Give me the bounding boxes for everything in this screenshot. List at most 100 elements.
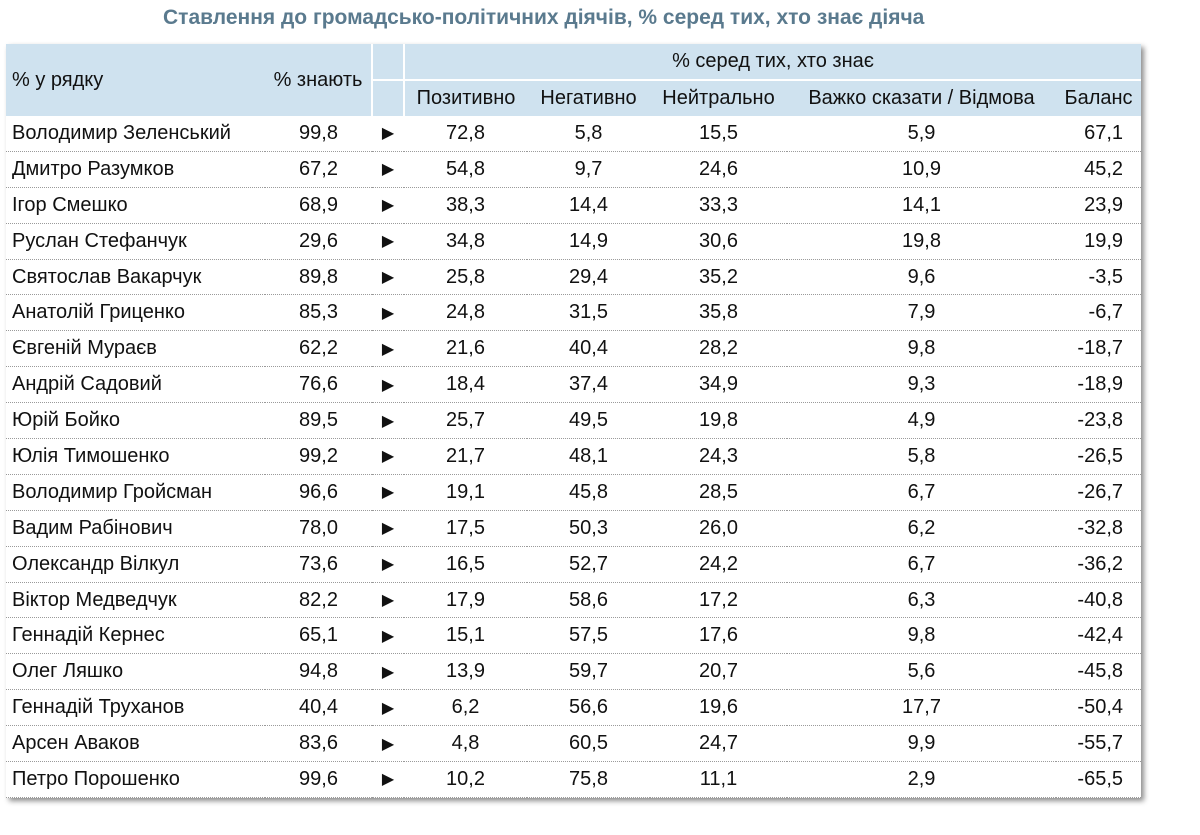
neutral-cell: 20,7 (650, 653, 787, 691)
arrow-icon: ▶ (372, 725, 404, 763)
person-name-cell: Святослав Вакарчук (6, 259, 265, 296)
hard-to-say-cell: 5,9 (787, 116, 1056, 152)
negative-cell: 58,6 (527, 582, 650, 619)
balance-cell: 23,9 (1056, 187, 1142, 224)
neutral-cell: 11,1 (650, 761, 787, 798)
balance-cell: -50,4 (1056, 689, 1142, 727)
arrow-icon: ▶ (372, 259, 404, 296)
negative-cell: 48,1 (527, 438, 650, 475)
table-row: Володимир Зеленський 99,8 ▶ 72,8 5,8 15,5 5,9 6… (6, 116, 1142, 152)
person-name-cell: Арсен Аваков (6, 725, 265, 763)
hard-to-say-cell: 5,6 (787, 653, 1056, 691)
neutral-cell: 30,6 (650, 223, 787, 260)
hard-to-say-cell: 19,8 (787, 223, 1056, 260)
negative-cell: 59,7 (527, 653, 650, 691)
arrow-icon: ▶ (372, 617, 404, 655)
table-row: Олександр Вілкул 73,6 ▶ 16,5 52,7 24,2 6,7 -36,… (6, 546, 1142, 583)
positive-cell: 38,3 (404, 187, 527, 224)
balance-cell: -45,8 (1056, 653, 1142, 691)
balance-cell: -23,8 (1056, 402, 1142, 440)
balance-cell: -3,5 (1056, 259, 1142, 296)
header-negative: Негативно (527, 80, 650, 116)
negative-cell: 14,4 (527, 187, 650, 224)
neutral-cell: 34,9 (650, 366, 787, 404)
balance-cell: -36,2 (1056, 546, 1142, 583)
positive-cell: 6,2 (404, 689, 527, 727)
table-row: Руслан Стефанчук 29,6 ▶ 34,8 14,9 30,6 19,8 19,… (6, 223, 1142, 260)
know-percent-cell: 29,6 (265, 223, 372, 260)
header-neutral: Нейтрально (650, 80, 787, 116)
arrow-icon: ▶ (372, 438, 404, 475)
table-row: Володимир Гройсман 96,6 ▶ 19,1 45,8 28,5 6,7 -2… (6, 474, 1142, 511)
table-row: Петро Порошенко 99,6 ▶ 10,2 75,8 11,1 2,9 -65,5 (6, 761, 1142, 798)
arrow-icon: ▶ (372, 151, 404, 188)
table-body: Володимир Зеленський 99,8 ▶ 72,8 5,8 15,5 5,9 6… (6, 116, 1142, 798)
positive-cell: 16,5 (404, 546, 527, 583)
positive-cell: 25,7 (404, 402, 527, 440)
balance-cell: -26,7 (1056, 474, 1142, 511)
arrow-icon: ▶ (372, 402, 404, 440)
table-row: Геннадій Кернес 65,1 ▶ 15,1 57,5 17,6 9,8 -42,4 (6, 617, 1142, 655)
positive-cell: 10,2 (404, 761, 527, 798)
person-name-cell: Євгеній Мураєв (6, 330, 265, 368)
person-name-cell: Олександр Вілкул (6, 546, 265, 583)
header-hard-to-say: Важко сказати / Відмова (787, 80, 1056, 116)
person-name-cell: Віктор Медведчук (6, 582, 265, 619)
balance-cell: -55,7 (1056, 725, 1142, 763)
header-know-label: % знають (265, 44, 372, 116)
balance-cell: 19,9 (1056, 223, 1142, 260)
know-percent-cell: 85,3 (265, 294, 372, 332)
balance-cell: 45,2 (1056, 151, 1142, 188)
page-title: Ставлення до громадсько-політичних діячі… (163, 6, 925, 29)
person-name-cell: Юрій Бойко (6, 402, 265, 440)
neutral-cell: 19,6 (650, 689, 787, 727)
positive-cell: 18,4 (404, 366, 527, 404)
arrow-icon: ▶ (372, 761, 404, 798)
hard-to-say-cell: 17,7 (787, 689, 1056, 727)
know-percent-cell: 67,2 (265, 151, 372, 188)
positive-cell: 72,8 (404, 116, 527, 152)
positive-cell: 15,1 (404, 617, 527, 655)
neutral-cell: 35,2 (650, 259, 787, 296)
header-row-label: % у рядку (6, 44, 265, 116)
negative-cell: 56,6 (527, 689, 650, 727)
negative-cell: 31,5 (527, 294, 650, 332)
arrow-icon: ▶ (372, 187, 404, 224)
person-name-cell: Вадим Рабінович (6, 510, 265, 547)
neutral-cell: 24,2 (650, 546, 787, 583)
hard-to-say-cell: 7,9 (787, 294, 1056, 332)
positive-cell: 25,8 (404, 259, 527, 296)
header-arrow-spacer-bottom (371, 80, 405, 116)
table-row: Ігор Смешко 68,9 ▶ 38,3 14,4 33,3 14,1 23,9 (6, 187, 1142, 224)
arrow-icon: ▶ (372, 546, 404, 583)
know-percent-cell: 83,6 (265, 725, 372, 763)
table-row: Євгеній Мураєв 62,2 ▶ 21,6 40,4 28,2 9,8 -18,7 (6, 330, 1142, 368)
table-row: Дмитро Разумков 67,2 ▶ 54,8 9,7 24,6 10,9 45,2 (6, 151, 1142, 188)
arrow-icon: ▶ (372, 366, 404, 404)
negative-cell: 49,5 (527, 402, 650, 440)
negative-cell: 75,8 (527, 761, 650, 798)
know-percent-cell: 78,0 (265, 510, 372, 547)
positive-cell: 21,7 (404, 438, 527, 475)
negative-cell: 45,8 (527, 474, 650, 511)
attitude-table: % у рядку % знають % серед тих, хто знає… (6, 44, 1142, 798)
balance-cell: -6,7 (1056, 294, 1142, 332)
positive-cell: 24,8 (404, 294, 527, 332)
positive-cell: 4,8 (404, 725, 527, 763)
negative-cell: 52,7 (527, 546, 650, 583)
hard-to-say-cell: 9,8 (787, 617, 1056, 655)
know-percent-cell: 99,6 (265, 761, 372, 798)
person-name-cell: Олег Ляшко (6, 653, 265, 691)
table-row: Андрій Садовий 76,6 ▶ 18,4 37,4 34,9 9,3 -18,9 (6, 366, 1142, 404)
table-row: Олег Ляшко 94,8 ▶ 13,9 59,7 20,7 5,6 -45,8 (6, 653, 1142, 691)
know-percent-cell: 62,2 (265, 330, 372, 368)
table-row: Юрій Бойко 89,5 ▶ 25,7 49,5 19,8 4,9 -23,8 (6, 402, 1142, 440)
hard-to-say-cell: 6,2 (787, 510, 1056, 547)
positive-cell: 17,9 (404, 582, 527, 619)
header-group-label: % серед тих, хто знає (404, 44, 1142, 81)
balance-cell: -18,9 (1056, 366, 1142, 404)
neutral-cell: 15,5 (650, 116, 787, 152)
arrow-icon: ▶ (372, 294, 404, 332)
hard-to-say-cell: 6,3 (787, 582, 1056, 619)
arrow-icon: ▶ (372, 582, 404, 619)
